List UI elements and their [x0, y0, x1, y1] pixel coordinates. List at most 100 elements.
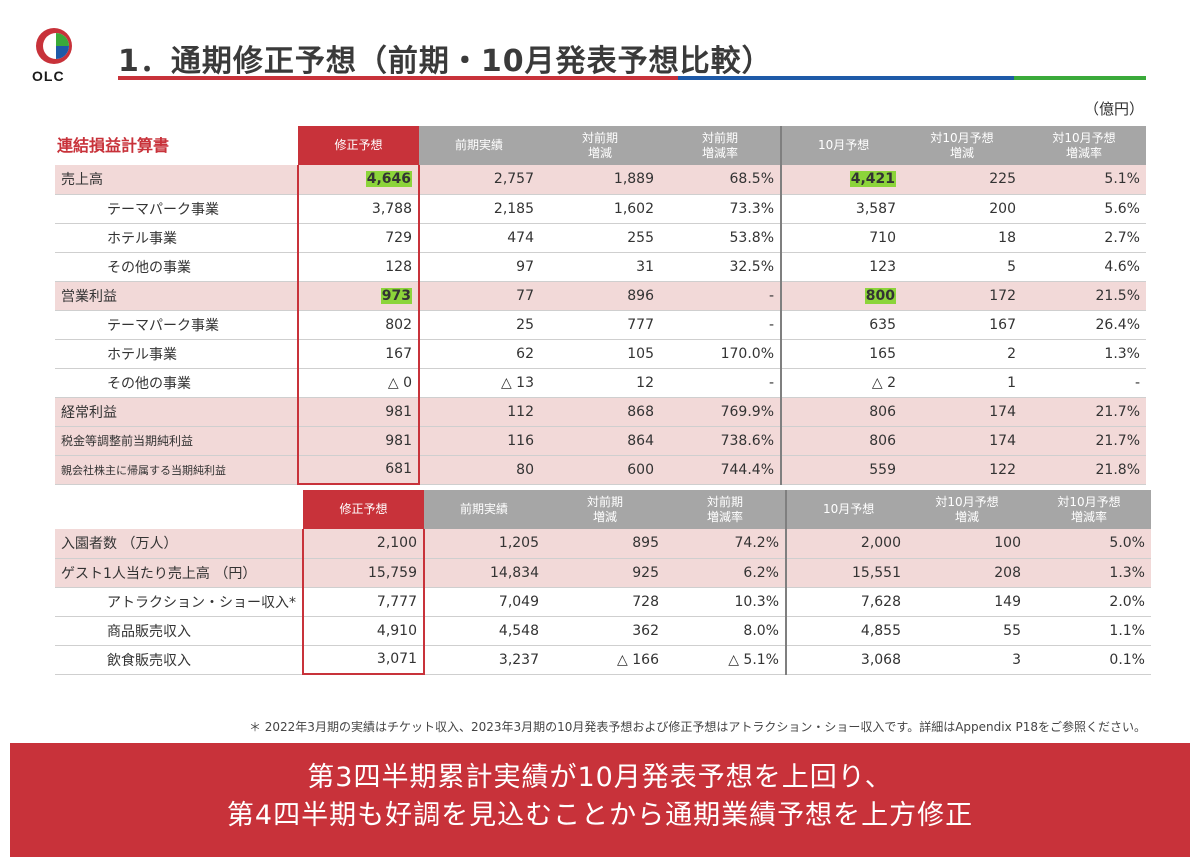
cell-value: 100 [907, 529, 1027, 559]
cell-value: 1,205 [424, 529, 545, 559]
cell-value: △ 166 [545, 645, 665, 675]
table1-head-header-1: 前期実績 [419, 126, 540, 165]
cell-value: 362 [545, 616, 665, 646]
cell-value: 4.6% [1022, 252, 1146, 282]
table2-head-header-3: 対前期 増減率 [665, 490, 786, 529]
row-label: その他の事業 [55, 368, 298, 398]
cell-value: - [660, 368, 781, 398]
row-label: 飲食販売収入 [55, 645, 303, 675]
cell-value: 3,068 [785, 645, 907, 675]
row-label: テーマパーク事業 [55, 194, 298, 224]
cell-value: - [1022, 368, 1146, 398]
cell-value: 174 [902, 426, 1022, 456]
cell-value: △ 0 [297, 368, 420, 398]
cell-value: 895 [545, 529, 665, 559]
cell-value: 116 [419, 426, 540, 456]
cell-value: 74.2% [665, 529, 786, 559]
cell-value: 68.5% [660, 165, 781, 195]
cell-value: 5.1% [1022, 165, 1146, 195]
cell-value: 769.9% [660, 397, 781, 427]
olc-logo: OLC [28, 26, 88, 86]
table-row: 商品販売収入 4,910 4,548 362 8.0% 4,855 55 1.1% [55, 616, 1151, 646]
table1-head-section-label: 連結損益計算書 [57, 136, 170, 155]
cell-value: 53.8% [660, 223, 781, 253]
cell-value: 3,587 [780, 194, 902, 224]
cell-value: 868 [540, 397, 660, 427]
row-label: その他の事業 [55, 252, 298, 282]
cell-value: 170.0% [660, 339, 781, 369]
cell-value: 4,548 [424, 616, 545, 646]
cell-value: 925 [545, 558, 665, 588]
cell-value: 7,628 [785, 587, 907, 617]
cell-value: 62 [419, 339, 540, 369]
cell-value: 174 [902, 397, 1022, 427]
cell-value: 2,100 [302, 529, 425, 559]
banner-line-1: 第3四半期累計実績が10月発表予想を上回り、 [307, 762, 893, 793]
cell-value: 981 [297, 397, 420, 427]
cell-value: 77 [419, 281, 540, 311]
cell-value: 600 [540, 455, 660, 485]
cell-value: 55 [907, 616, 1027, 646]
cell-value: 10.3% [665, 587, 786, 617]
cell-value: 681 [297, 455, 420, 485]
cell-value: 2.0% [1027, 587, 1151, 617]
table1-head-header-4: 10月予想 [780, 126, 902, 165]
cell-value: 208 [907, 558, 1027, 588]
cell-value: 5 [902, 252, 1022, 282]
cell-value: 744.4% [660, 455, 781, 485]
table-row: ホテル事業 167 62 105 170.0% 165 2 1.3% [55, 339, 1146, 369]
cell-value: 21.7% [1022, 397, 1146, 427]
table-row: ホテル事業 729 474 255 53.8% 710 18 2.7% [55, 223, 1146, 253]
highlighted-value: 4,421 [849, 171, 896, 188]
table2-head-header-4: 10月予想 [785, 490, 907, 529]
cell-value: 2,185 [419, 194, 540, 224]
table-row: 飲食販売収入 3,071 3,237 △ 166 △ 5.1% 3,068 3 0.1% [55, 645, 1151, 675]
cell-value: 1,889 [540, 165, 660, 195]
cell-value: 1.3% [1027, 558, 1151, 588]
cell-value: 7,777 [302, 587, 425, 617]
cell-value: 635 [780, 310, 902, 340]
table-row: その他の事業 128 97 31 32.5% 123 5 4.6% [55, 252, 1146, 282]
row-label: 税金等調整前当期純利益 [55, 426, 298, 456]
cell-value: 806 [780, 426, 902, 456]
cell-value: - [660, 310, 781, 340]
cell-value: 128 [297, 252, 420, 282]
cell-value: △ 13 [419, 368, 540, 398]
cell-value: 474 [419, 223, 540, 253]
table-row: アトラクション・ショー収入* 7,777 7,049 728 10.3% 7,628 149… [55, 587, 1151, 617]
table-row: 営業利益 973 77 896- 800 172 21.5% [55, 281, 1146, 311]
table-row: 税金等調整前当期純利益 981 116 864 738.6% 806 174 21.7% [55, 426, 1146, 456]
cell-value: 800 [780, 281, 902, 311]
row-label: テーマパーク事業 [55, 310, 298, 340]
cell-value: 80 [419, 455, 540, 485]
table2-head-header-6: 対10月予想 増減率 [1027, 490, 1151, 529]
table1-head-header-6: 対10月予想 増減率 [1022, 126, 1146, 165]
table-row: 親会社株主に帰属する当期純利益 681 80 600 744.4% 559 122 21.8% [55, 455, 1146, 485]
unit-label: （億円） [1083, 100, 1144, 118]
cell-value: 729 [297, 223, 420, 253]
table2-head-header-1: 前期実績 [424, 490, 545, 529]
table2-head-header-5: 対10月予想 増減 [907, 490, 1027, 529]
cell-value: 5.0% [1027, 529, 1151, 559]
page-title: 1．通期修正予想（前期・10月発表予想比較） [118, 44, 773, 79]
cell-value: 200 [902, 194, 1022, 224]
cell-value: 15,551 [785, 558, 907, 588]
cell-value: 165 [780, 339, 902, 369]
cell-value: 2 [902, 339, 1022, 369]
highlighted-value: 4,646 [365, 171, 412, 188]
footnote: ＊ 2022年3月期の実績はチケット収入、2023年3月期の10月発表予想および… [248, 720, 1146, 734]
cell-value: 8.0% [665, 616, 786, 646]
cell-value: △ 2 [780, 368, 902, 398]
table2-head-section-label [55, 490, 303, 529]
cell-value: 5.6% [1022, 194, 1146, 224]
cell-value: 4,855 [785, 616, 907, 646]
cell-value: 25 [419, 310, 540, 340]
logo-text: OLC [32, 68, 65, 84]
cell-value: 26.4% [1022, 310, 1146, 340]
cell-value: 973 [297, 281, 420, 311]
cell-value: - [660, 281, 781, 311]
table1-head-header-5: 対10月予想 増減 [902, 126, 1022, 165]
cell-value: 2,000 [785, 529, 907, 559]
cell-value: 21.7% [1022, 426, 1146, 456]
cell-value: 710 [780, 223, 902, 253]
